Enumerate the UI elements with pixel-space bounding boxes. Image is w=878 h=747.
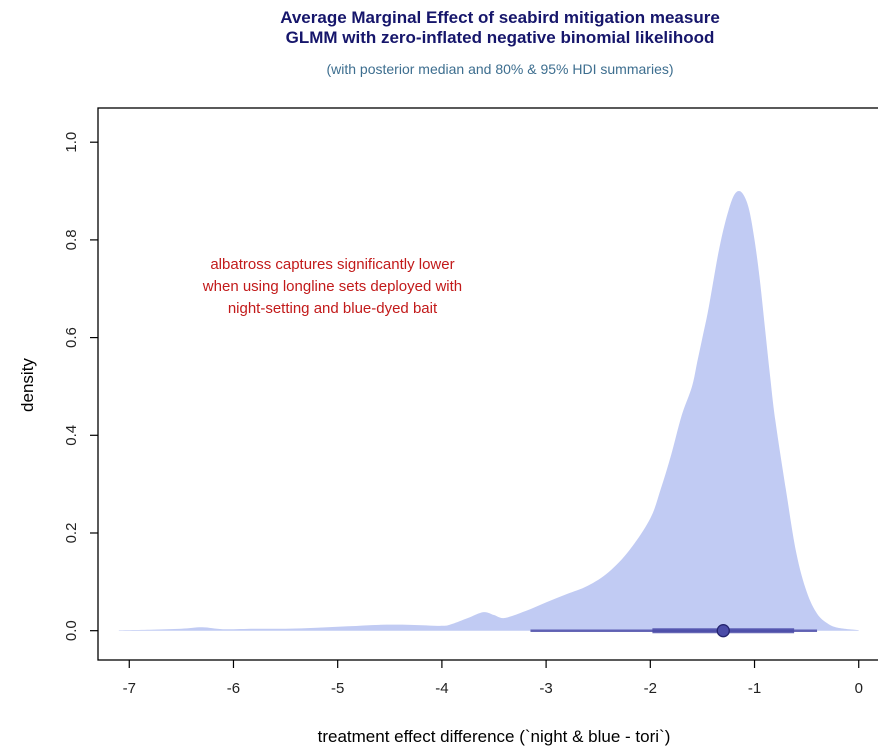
x-tick-label: -7 [123,680,136,697]
x-tick-label: -4 [435,680,448,697]
density-area [118,191,859,631]
x-tick-label: -1 [748,680,761,697]
annotation-line: when using longline sets deployed with [202,278,462,295]
x-tick-label: -3 [539,680,552,697]
x-tick-label: 0 [855,680,863,697]
y-axis-title: density [18,358,37,412]
x-tick-label: -6 [227,680,240,697]
median-point [716,624,730,638]
plot-frame [97,107,878,661]
x-tick-label: -2 [644,680,657,697]
chart-title-line2: GLMM with zero-inflated negative binomia… [285,28,715,47]
x-tick-label: -5 [331,680,344,697]
chart-title-line1: Average Marginal Effect of seabird mitig… [280,8,720,27]
chart-subtitle: (with posterior median and 80% & 95% HDI… [326,61,674,77]
annotation-line: night-setting and blue-dyed bait [228,300,438,317]
y-tick-label: 1.0 [63,132,80,153]
y-tick-label: 0.8 [63,229,80,250]
y-tick-label: 0.2 [63,523,80,544]
y-tick-label: 0.0 [63,620,80,641]
x-axis-title: treatment effect difference (`night & bl… [318,727,671,746]
y-tick-label: 0.4 [63,425,80,446]
y-tick-label: 0.6 [63,327,80,348]
annotation-line: albatross captures significantly lower [210,256,454,273]
